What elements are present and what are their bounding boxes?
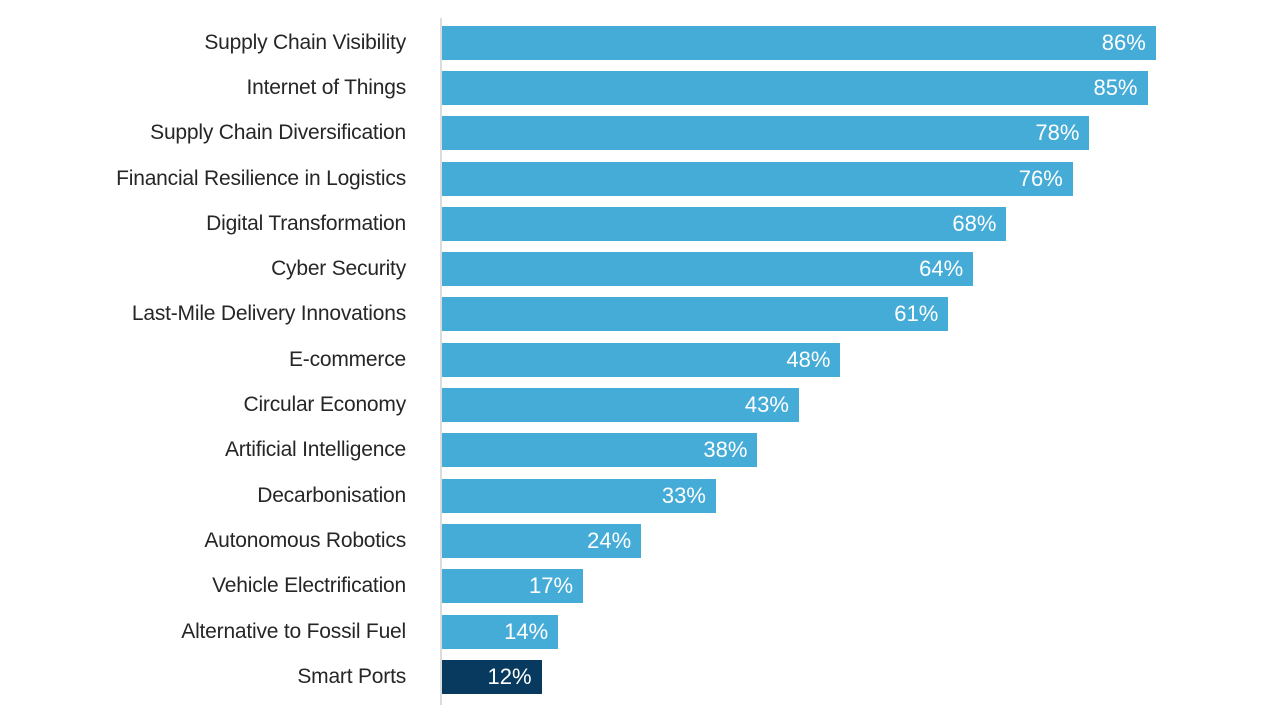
bar: 17%	[442, 569, 584, 604]
bar: 86%	[442, 25, 1156, 60]
bar: 64%	[442, 252, 974, 287]
bar: 85%	[442, 70, 1148, 105]
category-label: Last-Mile Delivery Innovations	[131, 302, 406, 326]
bar: 48%	[442, 342, 841, 377]
bar-row: 33%	[442, 473, 1272, 518]
bar-value-label: 14%	[504, 618, 549, 644]
bar-row: 48%	[442, 337, 1272, 382]
category-label: Circular Economy	[243, 393, 406, 417]
bar-value-label: 12%	[487, 663, 532, 689]
bar: 14%	[442, 614, 559, 649]
bar-row: 61%	[442, 292, 1272, 337]
category-axis: Supply Chain Visibility Internet of Thing…	[0, 20, 440, 705]
bar-row: 12%	[442, 654, 1272, 699]
chart-body: Supply Chain Visibility Internet of Thing…	[0, 18, 1272, 706]
bar-value-label: 61%	[894, 301, 939, 327]
bar: 12%	[442, 659, 542, 694]
bar: 24%	[442, 523, 642, 558]
bar: 43%	[442, 388, 799, 423]
category-label: Alternative to Fossil Fuel	[181, 619, 406, 643]
bar-value-label: 24%	[587, 527, 632, 553]
category-label: Digital Transformation	[206, 211, 406, 235]
bar-value-label: 85%	[1093, 74, 1138, 100]
bar-row: 86%	[442, 20, 1272, 65]
bar-row: 76%	[442, 156, 1272, 201]
bar-value-label: 68%	[952, 210, 997, 236]
category-label: Artificial Intelligence	[225, 438, 406, 462]
bar-value-label: 76%	[1018, 165, 1063, 191]
bar-row: 64%	[442, 246, 1272, 291]
bar-row: 24%	[442, 518, 1272, 563]
bar-value-label: 64%	[919, 256, 964, 282]
bar: 68%	[442, 206, 1007, 241]
category-label: Smart Ports	[297, 664, 406, 688]
category-label: Supply Chain Visibility	[204, 30, 406, 54]
bar: 38%	[442, 433, 758, 468]
bar-value-label: 48%	[786, 346, 831, 372]
category-label: Cyber Security	[271, 257, 406, 281]
bar-row: 85%	[442, 65, 1272, 110]
category-label: Financial Resilience in Logistics	[116, 166, 406, 190]
category-label: Decarbonisation	[257, 483, 406, 507]
category-label: Supply Chain Diversification	[150, 121, 406, 145]
bar: 78%	[442, 116, 1090, 151]
plot-area: 86% 85% 78% 76% 68% 64% 61% 48% 43% 38% 33% 24% 17% 1…	[440, 18, 1272, 706]
bar-value-label: 86%	[1101, 29, 1146, 55]
bar-value-label: 38%	[703, 437, 748, 463]
bar: 61%	[442, 297, 949, 332]
bar: 76%	[442, 161, 1073, 196]
bar-value-label: 17%	[529, 573, 574, 599]
category-label: E-commerce	[288, 347, 406, 371]
bar-value-label: 43%	[744, 392, 789, 418]
category-label: Vehicle Electrification	[212, 574, 406, 598]
bar-row: 78%	[442, 111, 1272, 156]
bar: 33%	[442, 478, 716, 513]
bar-row: 17%	[442, 564, 1272, 609]
bar-value-label: 33%	[661, 482, 706, 508]
bar-row: 43%	[442, 382, 1272, 427]
bar-row: 14%	[442, 609, 1272, 654]
category-label: Internet of Things	[246, 75, 407, 99]
bar-row: 38%	[442, 428, 1272, 473]
bar-value-label: 78%	[1035, 120, 1080, 146]
bar-row: 68%	[442, 201, 1272, 246]
category-label: Autonomous Robotics	[204, 528, 406, 552]
